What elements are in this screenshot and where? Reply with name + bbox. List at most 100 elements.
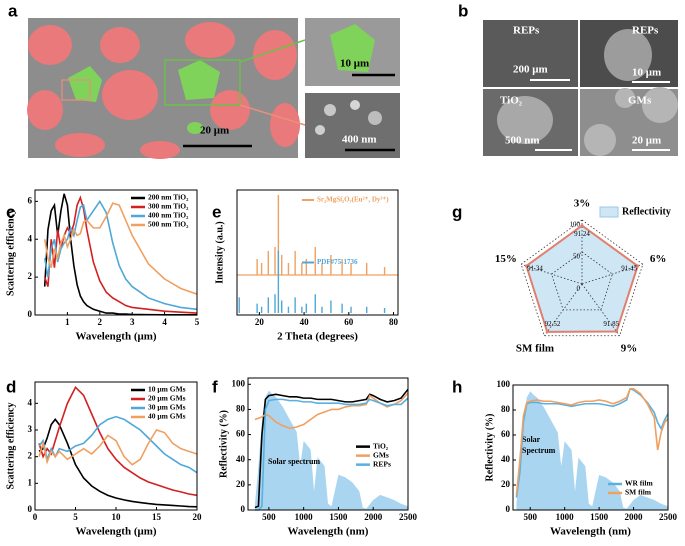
x-tick-label: 4 [162, 317, 167, 327]
annotation: Spectrum [522, 446, 556, 455]
x-tick-label: 3 [130, 317, 135, 327]
series-line [515, 387, 669, 496]
y-tick-label: 3 [28, 424, 33, 434]
spoke [544, 283, 583, 337]
y-axis-label: Intensity (a.u.) [214, 221, 225, 284]
value-label: 91.45 [621, 264, 637, 272]
value-label: 91.34 [527, 264, 543, 272]
solar-spectrum [254, 390, 408, 510]
legend-label: TiO₂ [373, 441, 389, 450]
y-tick-label: 2 [28, 451, 33, 461]
y-tick-label: 1 [28, 477, 33, 487]
x-axis-label: 2 Theta (degrees) [277, 331, 358, 343]
series-label: PDF#75-1736 [317, 258, 358, 266]
radar-point [580, 224, 584, 228]
legend-label: Reflectivity [622, 206, 671, 217]
panel-letter: d [6, 377, 16, 396]
x-tick-label: 20 [193, 512, 203, 522]
y-tick-label: 0 [241, 504, 246, 514]
annotation: Solar spectrum [268, 457, 320, 466]
value-label: 91.85 [603, 320, 619, 328]
y-tick-label: 0 [506, 504, 511, 514]
radar-point [636, 264, 640, 268]
annotation: Solar [522, 435, 541, 444]
radar-point [545, 330, 549, 334]
x-tick-label: 5 [73, 512, 78, 522]
series-line [254, 388, 409, 509]
y-tick-label: 4 [28, 233, 33, 243]
y-axis-label: Reflectivity (%) [484, 413, 495, 481]
legend-label: GMs [373, 450, 389, 459]
value-label: 92.52 [545, 320, 561, 328]
x-tick-label: 2 [98, 317, 103, 327]
y-tick-label: 60 [236, 429, 246, 439]
panel-letter: g [452, 202, 462, 221]
axis-label: 9% [621, 342, 638, 354]
legend-label: WR film [625, 479, 653, 488]
spoke [581, 263, 643, 285]
y-axis-label: Scattering efficiency [5, 209, 16, 296]
legend-label: 200 nm TiO₂ [148, 193, 189, 202]
y-tick-label: 40 [501, 454, 511, 464]
series-line [38, 429, 198, 466]
x-tick-label: 2000 [364, 512, 383, 522]
legend-label: 500 nm TiO₂ [148, 220, 189, 229]
legend-label: 400 nm TiO₂ [148, 211, 189, 220]
x-tick-label: 2500 [399, 512, 418, 522]
r-tick-label: 50 [573, 253, 581, 261]
legend-label: 30 μm GMs [148, 403, 186, 412]
y-tick-label: 20 [501, 479, 511, 489]
x-tick-label: 500 [262, 512, 276, 522]
y-tick-label: 0 [28, 504, 33, 514]
image-label: GMs [628, 95, 652, 107]
radar-area [525, 224, 639, 333]
y-axis-label: Scattering efficiency [5, 403, 16, 490]
y-tick-label: 4 [28, 397, 33, 407]
axis-label: SM film [516, 342, 554, 354]
x-tick-label: 1500 [590, 512, 609, 522]
spoke [581, 283, 620, 337]
r-tick-label: 0 [577, 285, 581, 293]
y-tick-label: 60 [501, 429, 511, 439]
y-tick-label: 20 [236, 479, 246, 489]
value-label: 91.24 [574, 230, 590, 238]
plot-frame [512, 384, 669, 511]
y-tick-label: 40 [236, 454, 246, 464]
series-line [38, 385, 198, 497]
x-axis-label: Wavelength (μm) [75, 526, 156, 538]
x-tick-label: 2500 [659, 512, 678, 522]
spoke [521, 263, 583, 285]
panel-letter: f [212, 377, 218, 396]
x-tick-label: 0 [33, 512, 38, 522]
axis-label: 6% [650, 253, 667, 265]
x-tick-label: 40 [300, 317, 310, 327]
x-tick-label: 500 [523, 512, 537, 522]
y-tick-label: 80 [236, 403, 246, 413]
legend-label: 10 μm GMs [148, 385, 186, 394]
panel-letter: c [6, 202, 15, 221]
y-axis-label: Reflectivity (%) [218, 410, 229, 478]
scale-label: 500 nm [505, 135, 540, 147]
y-tick-label: 2 [28, 271, 33, 281]
x-tick-label: 1500 [329, 512, 348, 522]
x-tick-label: 60 [344, 317, 354, 327]
panel-b-image [483, 20, 678, 156]
panel-letter: a [8, 1, 18, 20]
scale-label: 20 μm [200, 125, 229, 137]
x-tick-label: 80 [389, 317, 399, 327]
series-line [515, 387, 669, 498]
y-tick-label: 100 [497, 379, 511, 389]
x-tick-label: 1 [65, 317, 70, 327]
panel-letter: h [452, 377, 462, 396]
x-axis-label: Wavelength (nm) [550, 526, 631, 538]
radar-point [615, 330, 619, 334]
x-axis-label: Wavelength (μm) [75, 331, 156, 343]
series-line [43, 199, 198, 311]
y-tick-label: 6 [28, 195, 33, 205]
radar-point [524, 264, 528, 268]
series-line [43, 202, 198, 295]
legend-label: 20 μm GMs [148, 394, 186, 403]
legend-label: 40 μm GMs [148, 412, 186, 421]
legend-label: 300 nm TiO₂ [148, 202, 189, 211]
x-tick-label: 2000 [625, 512, 644, 522]
